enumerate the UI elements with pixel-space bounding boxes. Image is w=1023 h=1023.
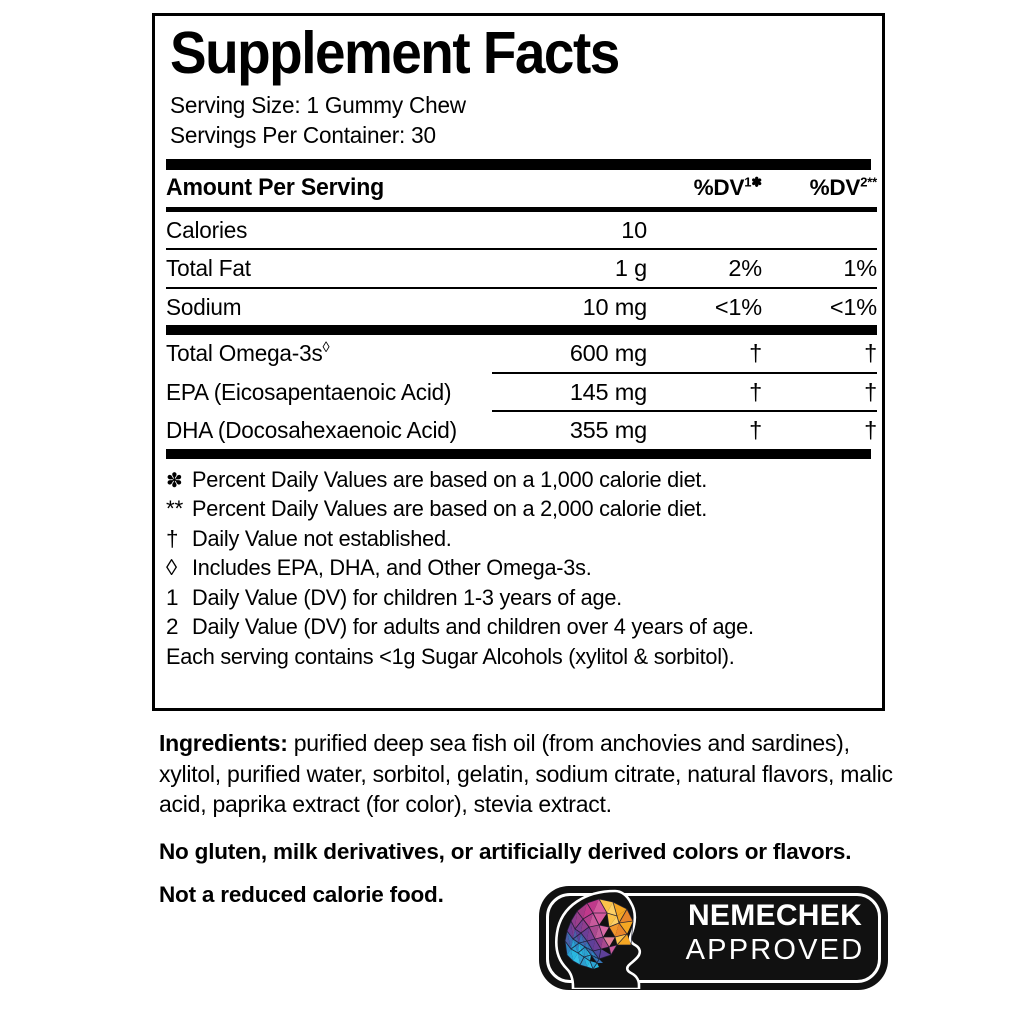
divider-thick-bottom	[166, 448, 871, 459]
footnote-marker-dagger: †	[166, 525, 179, 551]
header-dv2-sup-mark: **	[867, 174, 877, 190]
row-dv2: 1%	[843, 255, 877, 282]
row-name: Total Fat	[166, 255, 251, 282]
row-dv1: †	[749, 378, 762, 405]
row-name-superscript: ◊	[322, 339, 330, 357]
table-row: Sodium 10 mg <1% <1%	[166, 289, 877, 326]
page-title: Supplement Facts	[170, 20, 620, 86]
badge-text-block: NEMECHEK APPROVED	[675, 900, 875, 966]
sugar-alcohols-note: Each serving contains <1g Sugar Alcohols…	[166, 643, 735, 669]
footnote-marker-club-icon: ✽	[166, 469, 183, 492]
head-brain-icon	[555, 889, 642, 989]
footnote-text: Includes EPA, DHA, and Other Omega-3s.	[192, 555, 592, 581]
row-dv1: †	[749, 340, 762, 367]
table-row: EPA (Eicosapentaenoic Acid) 145 mg † †	[166, 374, 877, 411]
footnote-text: Daily Value not established.	[192, 525, 452, 551]
header-dv2: %DV2**	[809, 174, 878, 201]
header-amount-spacer	[492, 170, 647, 207]
footnote-marker-asterisks: **	[166, 496, 184, 522]
row-dv1: 2%	[728, 255, 762, 282]
footnote-row: ◊ Includes EPA, DHA, and Other Omega-3s.	[166, 553, 871, 582]
row-dv1	[647, 212, 762, 249]
serving-info: Serving Size: 1 Gummy Chew Servings Per …	[170, 91, 871, 151]
table-header-row: Amount Per Serving %DV1✽ %DV2**	[166, 170, 877, 207]
row-divider-indented	[166, 371, 877, 374]
row-dv2: †	[864, 340, 877, 367]
nemechek-approved-badge: NEMECHEK APPROVED	[539, 886, 888, 990]
table-row: Total Fat 1 g 2% 1%	[166, 250, 877, 287]
label-footer-content: Ingredients: purified deep sea fish oil …	[159, 728, 894, 908]
footnote-marker-two: 2	[166, 614, 179, 640]
header-dv2-sup-num: 2	[860, 174, 868, 190]
row-name: Total Omega-3s◊	[166, 339, 330, 367]
header-dv1: %DV1✽	[693, 174, 763, 201]
header-dv1-sup-mark: ✽	[751, 174, 762, 190]
row-amount: 145 mg	[569, 378, 647, 405]
row-name: EPA (Eicosapentaenoic Acid)	[166, 378, 452, 405]
supplement-facts-panel: Supplement Facts Serving Size: 1 Gummy C…	[152, 13, 885, 711]
divider-under-header	[166, 206, 877, 212]
badge-line-approved: APPROVED	[685, 933, 865, 966]
row-amount: 1 g	[614, 255, 647, 282]
footnote-row: 2 Daily Value (DV) for adults and childr…	[166, 612, 871, 641]
row-divider	[166, 286, 877, 289]
calorie-statement: Not a reduced calorie food.	[159, 881, 444, 907]
row-dv2: †	[864, 417, 877, 444]
ingredients-text: purified deep sea fish oil (from anchovi…	[159, 730, 893, 818]
footnotes-list: ✽ Percent Daily Values are based on a 1,…	[166, 465, 871, 671]
table-row: Total Omega-3s◊ 600 mg † †	[166, 335, 877, 372]
footnote-row: ** Percent Daily Values are based on a 2…	[166, 494, 871, 523]
row-dv1: <1%	[714, 293, 762, 320]
badge-line-nemechek: NEMECHEK	[687, 899, 863, 932]
row-amount: 600 mg	[569, 340, 647, 367]
serving-size-text: Serving Size: 1 Gummy Chew	[170, 92, 466, 119]
row-dv2: <1%	[829, 293, 877, 320]
row-amount: 355 mg	[569, 417, 647, 444]
allergen-statement: No gluten, milk derivatives, or artifici…	[159, 838, 852, 864]
servings-per-container-text: Servings Per Container: 30	[170, 122, 436, 149]
header-amount-per-serving: Amount Per Serving	[166, 173, 385, 201]
table-row: DHA (Docosahexaenoic Acid) 355 mg † †	[166, 412, 877, 449]
footnote-text: Percent Daily Values are based on a 1,00…	[192, 466, 707, 492]
row-divider	[166, 248, 877, 251]
row-dv1: †	[749, 417, 762, 444]
footnote-text: Percent Daily Values are based on a 2,00…	[192, 496, 707, 522]
footnote-marker-lozenge: ◊	[166, 555, 177, 581]
footnote-row: † Daily Value not established.	[166, 524, 871, 553]
divider-thick-top	[166, 158, 871, 170]
row-amount: 10 mg	[582, 293, 648, 320]
badge-inner-border	[546, 893, 881, 983]
footnote-text: Daily Value (DV) for children 1-3 years …	[192, 584, 622, 610]
footnote-row: ✽ Percent Daily Values are based on a 1,…	[166, 465, 871, 494]
row-name: DHA (Docosahexaenoic Acid)	[166, 417, 457, 444]
row-amount: 10	[621, 216, 647, 243]
header-dv1-sup-num: 1	[744, 174, 752, 190]
row-divider-indented	[166, 410, 877, 413]
nutrition-table: Amount Per Serving %DV1✽ %DV2** Calories…	[166, 170, 877, 449]
footnote-text: Daily Value (DV) for adults and children…	[192, 614, 754, 640]
table-row: Calories 10	[166, 212, 877, 249]
row-dv2: †	[864, 378, 877, 405]
footnote-marker-one: 1	[166, 584, 179, 610]
footnote-row: 1 Daily Value (DV) for children 1-3 year…	[166, 583, 871, 612]
ingredients-label: Ingredients:	[159, 730, 288, 756]
row-name: Sodium	[166, 293, 242, 320]
row-name: Calories	[166, 216, 248, 243]
ingredients-paragraph: Ingredients: purified deep sea fish oil …	[159, 728, 894, 820]
row-dv2	[762, 212, 877, 249]
row-divider-thick	[166, 325, 877, 336]
